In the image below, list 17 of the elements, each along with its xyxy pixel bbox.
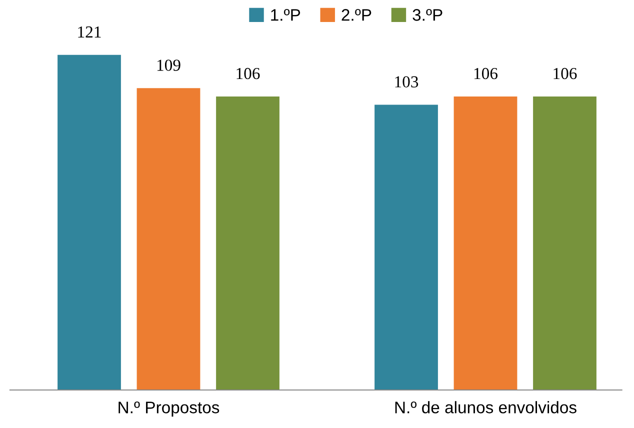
bar <box>454 96 518 390</box>
data-label: 109 <box>157 60 180 71</box>
x-tick-label: N.º de alunos envolvidos <box>395 401 576 414</box>
bar <box>136 88 200 390</box>
data-label: 103 <box>395 76 418 88</box>
data-label: 106 <box>554 68 577 80</box>
bar <box>533 96 596 390</box>
data-label: 106 <box>474 68 498 80</box>
x-tick-label: N.º Propostos <box>118 402 220 417</box>
legend-label: 2.ºP <box>342 9 372 21</box>
bar <box>374 104 438 390</box>
legend-label: 3.ºP <box>412 9 442 21</box>
data-label: 121 <box>78 26 101 38</box>
bar <box>58 54 121 390</box>
legend-label: 1.ºP <box>271 9 300 21</box>
bar <box>216 96 280 390</box>
data-label: 106 <box>236 68 260 80</box>
